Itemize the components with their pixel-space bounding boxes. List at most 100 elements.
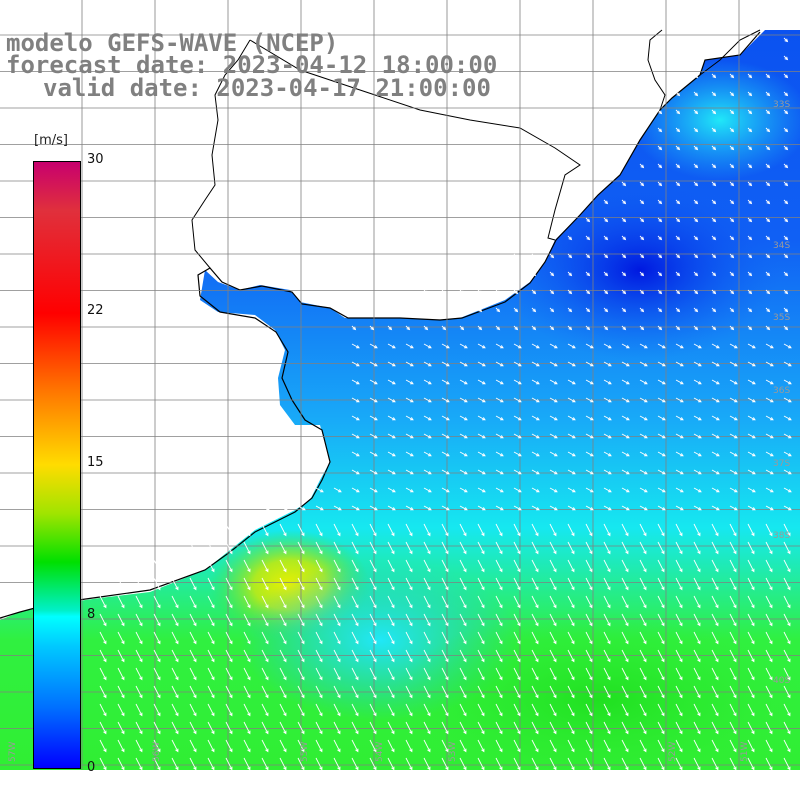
wind-arrow	[693, 271, 699, 277]
wind-arrow	[729, 127, 735, 133]
wind-arrow	[369, 361, 378, 367]
wind-arrow	[495, 685, 503, 699]
wind-arrow	[747, 73, 753, 79]
wind-arrow	[279, 631, 287, 645]
wind-arrow	[567, 523, 575, 537]
wind-arrow	[783, 163, 789, 169]
wind-arrow	[243, 667, 251, 681]
colorbar	[33, 161, 81, 769]
wind-arrow	[513, 469, 522, 475]
wind-arrow	[747, 289, 753, 295]
wind-arrow	[369, 667, 377, 681]
wind-arrow	[549, 631, 557, 645]
wind-arrow	[405, 505, 414, 511]
wind-arrow	[603, 253, 609, 259]
wind-arrow	[585, 379, 594, 385]
wind-arrow	[477, 361, 486, 367]
wind-arrow	[603, 487, 612, 493]
wind-arrow	[495, 307, 501, 313]
wind-arrow	[675, 451, 684, 457]
wind-arrow	[441, 433, 450, 439]
wind-arrow	[513, 289, 519, 295]
wind-arrow	[297, 649, 305, 663]
wind-arrow	[549, 667, 557, 681]
wind-arrow	[351, 343, 360, 349]
wind-arrow	[639, 469, 648, 475]
wind-arrow	[279, 649, 287, 663]
wind-arrow	[765, 757, 773, 771]
wind-arrow	[153, 595, 161, 609]
wind-arrow	[477, 271, 483, 277]
colorbar-tick: 0	[87, 760, 96, 775]
wind-arrow	[387, 703, 395, 717]
wind-arrow	[207, 667, 215, 681]
wind-arrow	[387, 721, 395, 735]
wind-arrow	[675, 289, 681, 295]
wind-arrow	[207, 739, 215, 753]
wind-arrow	[549, 757, 557, 771]
wind-arrow	[531, 613, 539, 627]
wind-arrow	[351, 631, 359, 645]
wind-arrow	[513, 541, 521, 555]
wind-arrow	[315, 757, 323, 771]
wind-arrow	[495, 343, 504, 349]
wind-arrow	[567, 541, 575, 555]
wind-arrow	[513, 739, 521, 753]
wind-arrow	[117, 613, 125, 627]
wind-arrow	[603, 433, 612, 439]
wind-arrow	[531, 757, 539, 771]
wind-arrow	[765, 199, 771, 205]
wind-arrow	[657, 343, 666, 349]
wind-arrow	[675, 613, 683, 627]
wind-arrow	[765, 253, 771, 259]
wind-arrow	[369, 523, 377, 537]
wind-arrow	[657, 631, 665, 645]
wind-arrow	[639, 235, 645, 241]
wind-arrow	[459, 559, 467, 573]
wind-arrow	[585, 361, 594, 367]
wind-arrow	[549, 343, 558, 349]
wind-arrow	[153, 577, 161, 591]
wind-arrow	[711, 505, 720, 511]
wind-arrow	[621, 325, 627, 331]
wind-arrow	[603, 505, 612, 511]
wind-arrow	[297, 631, 305, 645]
wind-arrow	[189, 703, 197, 717]
wind-arrow	[387, 739, 395, 753]
wind-arrow	[153, 721, 161, 735]
wind-arrow	[351, 379, 360, 385]
wind-arrow	[369, 433, 378, 439]
wind-arrow	[495, 649, 503, 663]
wind-arrow	[711, 379, 720, 385]
wind-arrow	[603, 559, 611, 573]
wind-arrow	[387, 757, 395, 771]
wind-arrow	[369, 649, 377, 663]
wind-arrow	[693, 541, 701, 555]
wind-arrow	[621, 757, 629, 771]
wind-arrow	[729, 343, 738, 349]
wind-arrow	[693, 487, 702, 493]
wind-arrow	[441, 595, 449, 609]
wind-arrow	[171, 595, 179, 609]
wind-arrow	[99, 685, 107, 699]
wind-arrow	[153, 631, 161, 645]
wind-arrow	[423, 433, 432, 439]
wind-arrow	[369, 739, 377, 753]
wind-arrow	[765, 145, 771, 151]
wind-arrow	[675, 703, 683, 717]
title-forecast-date: forecast date: 2023-04-12 18:00:00	[6, 51, 498, 79]
wind-arrow	[711, 127, 717, 133]
wind-arrow	[765, 649, 773, 663]
wind-arrow	[333, 721, 341, 735]
wind-arrow	[441, 613, 449, 627]
wind-arrow	[711, 685, 719, 699]
wind-arrow	[549, 577, 557, 591]
wind-arrow	[135, 721, 143, 735]
wind-arrow	[495, 721, 503, 735]
wind-arrow	[783, 127, 789, 133]
wind-arrow	[387, 361, 396, 367]
wind-arrow	[297, 595, 305, 609]
wind-arrow	[405, 703, 413, 717]
wind-arrow	[333, 487, 342, 493]
wind-arrow	[189, 685, 197, 699]
